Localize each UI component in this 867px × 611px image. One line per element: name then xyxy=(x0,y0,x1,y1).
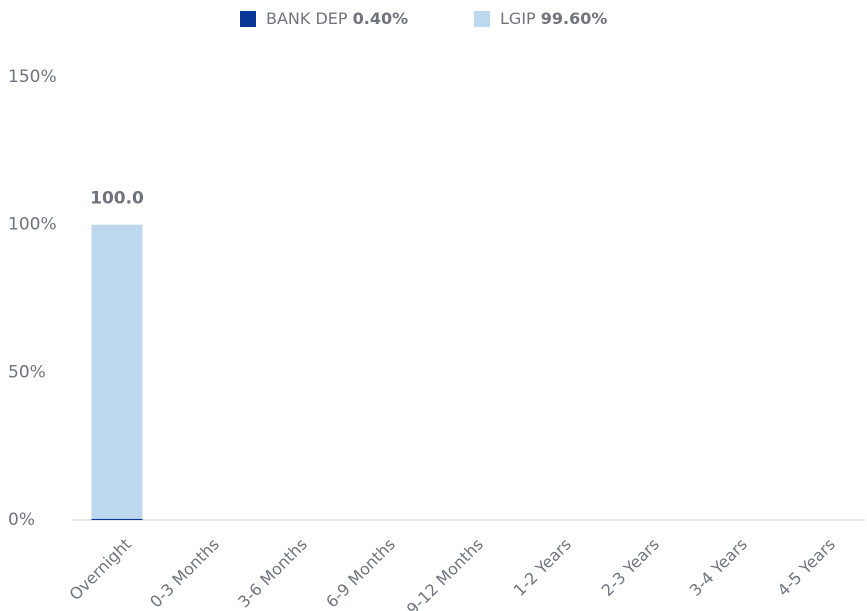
y-tick-label: 0% xyxy=(8,510,35,530)
legend-share: 0.40% xyxy=(353,9,409,28)
x-tick-label: 9-12 Months xyxy=(403,535,487,611)
x-tick-label: 6-9 Months xyxy=(322,535,399,611)
y-tick-label: 150% xyxy=(8,67,57,87)
total-label: 100.0 xyxy=(90,189,144,209)
legend-label: LGIP 99.60% xyxy=(500,9,607,28)
x-tick-label: 0-3 Months xyxy=(146,535,223,611)
x-tick-label: 4-5 Years xyxy=(774,535,839,600)
x-tick-label: 3-6 Months xyxy=(234,535,311,611)
x-tick-label: Overnight xyxy=(65,535,135,605)
x-tick-label: 3-4 Years xyxy=(686,535,751,600)
bar-segment xyxy=(91,224,143,519)
legend-name: BANK DEP xyxy=(266,9,348,28)
legend-label: BANK DEP 0.40% xyxy=(266,9,408,28)
x-tick-label: 1-2 Years xyxy=(510,535,575,600)
y-tick-label: 100% xyxy=(8,215,57,235)
legend-share: 99.60% xyxy=(541,9,608,28)
legend-swatch xyxy=(474,11,490,27)
y-tick-label: 50% xyxy=(8,362,46,382)
bar-segment xyxy=(91,518,143,520)
legend-swatch xyxy=(240,11,256,27)
legend-name: LGIP xyxy=(500,9,536,28)
x-tick-label: 2-3 Years xyxy=(598,535,663,600)
